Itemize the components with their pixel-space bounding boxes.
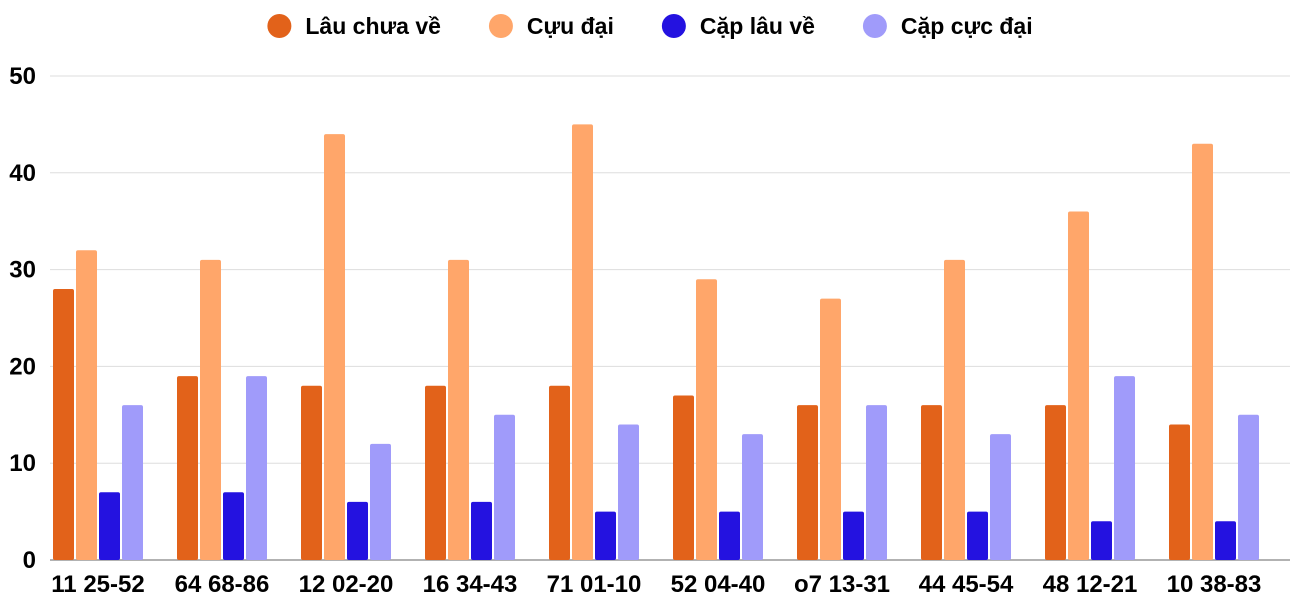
bar-cặp-cực-đại: [494, 414, 515, 560]
legend-item[interactable]: Lâu chưa về: [267, 13, 441, 39]
bar-cặp-cực-đại: [866, 405, 887, 560]
bar-cựu-đại: [448, 259, 469, 560]
legend-swatch: [661, 14, 686, 38]
bar-lâu-chưa-về: [425, 385, 446, 560]
x-tick-label: 48 12-21: [1043, 571, 1138, 598]
bar-cặp-cực-đại: [1238, 414, 1259, 560]
bar-cặp-lâu-về: [99, 492, 120, 560]
y-tick-label: 30: [9, 257, 36, 284]
x-tick-label: 16 34-43: [423, 571, 518, 598]
bar-cặp-cực-đại: [122, 405, 143, 560]
bar-cựu-đại: [820, 298, 841, 560]
legend-label: Lâu chưa về: [305, 13, 441, 39]
y-tick-label: 10: [9, 450, 36, 477]
bar-lâu-chưa-về: [673, 395, 694, 560]
x-tick-label: 64 68-86: [175, 571, 270, 598]
bars: [53, 124, 1259, 561]
x-tick-label: o7 13-31: [794, 571, 890, 598]
bar-lâu-chưa-về: [921, 405, 942, 560]
bar-cựu-đại: [944, 259, 965, 560]
bar-lâu-chưa-về: [1045, 405, 1066, 560]
bar-cặp-cực-đại: [1114, 376, 1135, 560]
bar-lâu-chưa-về: [177, 376, 198, 560]
bar-lâu-chưa-về: [549, 385, 570, 560]
y-axis: 0 10 20 30 40 50: [9, 63, 36, 574]
legend-item[interactable]: Cặp lâu về: [661, 13, 815, 39]
bar-cặp-cực-đại: [370, 443, 391, 560]
y-tick-label: 20: [9, 353, 36, 380]
legend-item[interactable]: Cặp cực đại: [862, 13, 1033, 39]
bar-lâu-chưa-về: [53, 288, 74, 560]
y-tick-label: 50: [9, 63, 36, 90]
bar-cặp-cực-đại: [246, 376, 267, 560]
bar-cặp-lâu-về: [595, 511, 616, 560]
bar-cựu-đại: [1192, 143, 1213, 560]
bar-cựu-đại: [76, 250, 97, 561]
y-tick-label: 40: [9, 160, 36, 187]
bar-cặp-lâu-về: [223, 492, 244, 560]
bar-cặp-lâu-về: [967, 511, 988, 560]
bar-lâu-chưa-về: [301, 385, 322, 560]
x-tick-label: 52 04-40: [671, 571, 766, 598]
legend-swatch: [267, 14, 292, 38]
legend-swatch: [862, 14, 887, 38]
x-tick-label: 11 25-52: [51, 571, 144, 598]
bar-cựu-đại: [1068, 211, 1089, 560]
legend-label: Cựu đại: [527, 13, 614, 39]
gridlines: [50, 75, 1290, 561]
bar-cặp-lâu-về: [1091, 521, 1112, 560]
bar-cặp-cực-đại: [618, 424, 639, 560]
legend-swatch: [488, 14, 513, 38]
bar-cặp-lâu-về: [347, 501, 368, 560]
x-tick-label: 12 02-20: [299, 571, 394, 598]
bar-cựu-đại: [324, 134, 345, 560]
x-axis: 11 25-52 64 68-86 12 02-20 16 34-43 71 01-10…: [51, 571, 1261, 598]
x-tick-label: 44 45-54: [919, 571, 1014, 598]
bar-cặp-cực-đại: [742, 434, 763, 560]
bar-cặp-lâu-về: [471, 501, 492, 560]
legend-label: Cặp cực đại: [901, 13, 1033, 39]
bar-lâu-chưa-về: [1169, 424, 1190, 560]
y-tick-label: 0: [23, 547, 36, 574]
legend: Lâu chưa về Cựu đại Cặp lâu về Cặp cực đại: [267, 13, 1033, 39]
bar-lâu-chưa-về: [797, 405, 818, 560]
legend-item[interactable]: Cựu đại: [488, 13, 614, 39]
bar-cặp-lâu-về: [843, 511, 864, 560]
bar-cựu-đại: [696, 279, 717, 560]
bar-cặp-cực-đại: [990, 434, 1011, 560]
x-tick-label: 71 01-10: [547, 571, 642, 598]
legend-label: Cặp lâu về: [700, 13, 815, 39]
bar-cặp-lâu-về: [1215, 521, 1236, 560]
x-tick-label: 10 38-83: [1167, 571, 1262, 598]
bar-cặp-lâu-về: [719, 511, 740, 560]
bar-cựu-đại: [572, 124, 593, 561]
bar-cựu-đại: [200, 259, 221, 560]
